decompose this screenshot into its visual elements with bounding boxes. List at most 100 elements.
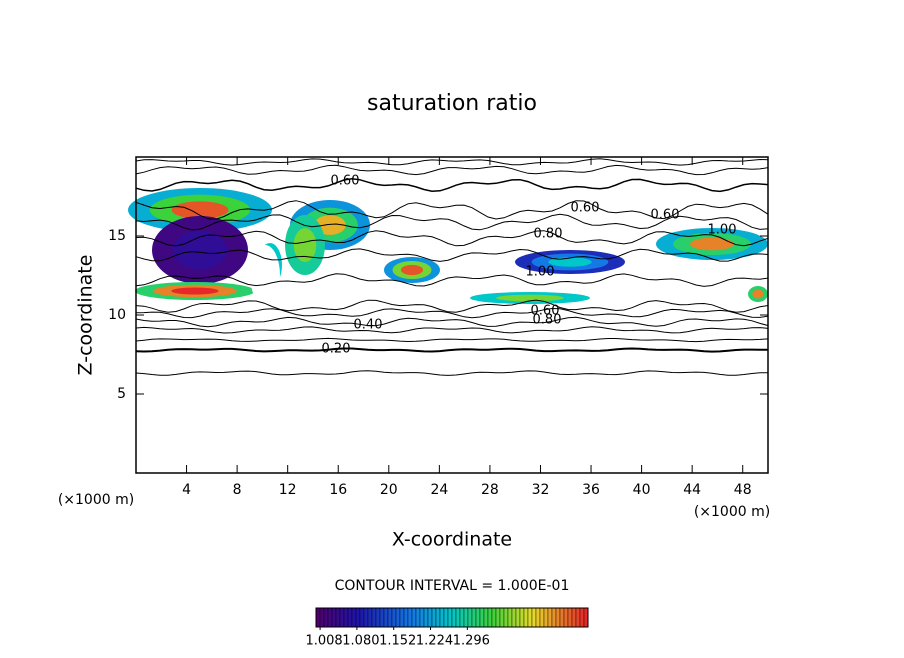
colorbar-cell [439,607,445,628]
x-axis-title: X-coordinate [392,529,512,551]
colorbar-cell [359,607,365,628]
shaded-region [400,264,424,276]
colorbar-cell [339,607,345,628]
colorbar-cell [523,607,529,628]
colorbar-cell [427,607,433,628]
colorbar-cell [363,607,369,628]
colorbar-cell [407,607,413,628]
contour-interval: CONTOUR INTERVAL = 1.000E-01 [335,578,570,594]
colorbar-cell [347,607,353,628]
colorbar-cell [499,607,505,628]
x-tick-label: 8 [233,482,242,498]
colorbar-cell [539,607,545,628]
colorbar-cell [507,607,513,628]
colorbar-tick-label: 1.296 [453,634,490,649]
colorbar-cell [391,607,397,628]
contour-line [135,273,769,287]
contour-line [135,158,769,166]
shaded-region [171,201,229,219]
shaded-region [171,287,219,295]
colorbar-cell [551,607,557,628]
colorbar-cell [319,607,325,628]
colorbar-cell [531,607,537,628]
x-tick-label: 12 [279,482,297,498]
x-tick-label: 28 [481,482,499,498]
colorbar-cell [579,607,585,628]
contour-line [135,337,769,343]
x-tick-label: 4 [182,482,191,498]
colorbar-cell [483,607,489,628]
colorbar-cell [383,607,389,628]
colorbar-cell [511,607,517,628]
colorbar-cell [435,607,441,628]
colorbar-cell [415,607,421,628]
contour-label: 0.60 [331,174,360,189]
contour-label: 1.00 [526,265,555,280]
contour-line [135,178,769,193]
colorbar-cell [455,607,461,628]
y-tick-label: 10 [108,307,126,323]
contour-label: 0.20 [322,342,351,357]
colorbar-frame [315,607,589,628]
colorbar-cell [567,607,573,628]
colorbar-cell [491,607,497,628]
colorbar-cell [543,607,549,628]
colorbar-tick-label: 1.080 [342,634,379,649]
colorbar-cell [463,607,469,628]
colorbar-cell [423,607,429,628]
colorbar-cell [399,607,405,628]
colorbar-cell [503,607,509,628]
chart-title: saturation ratio [367,91,537,116]
contour-label: 0.60 [651,208,680,223]
shaded-region [752,289,764,299]
colorbar-cell [475,607,481,628]
colorbar-cell [315,607,321,628]
colorbar-cell [371,607,377,628]
colorbar-cell [351,607,357,628]
y-tick-label: 5 [117,386,126,402]
colorbar-cell [575,607,581,628]
colorbar-cell [479,607,485,628]
contour-label: 1.00 [708,223,737,238]
y-tick-label: 15 [108,228,126,244]
x-tick-label: 48 [734,482,752,498]
colorbar-cell [563,607,569,628]
colorbar-cell [559,607,565,628]
contour-lines [135,158,769,376]
colorbar-cell [451,607,457,628]
colorbar-cell [487,607,493,628]
colorbar-cell [495,607,501,628]
colorbar-cell [459,607,465,628]
colorbar-cell [447,607,453,628]
colorbar-cell [387,607,393,628]
colorbar-cell [535,607,541,628]
contour-line [135,347,768,353]
contour-label: 0.60 [571,201,600,216]
contour-line [135,230,769,247]
colorbar-tick-label: 1.152 [379,634,416,649]
colorbar-cell [419,607,425,628]
colorbar-cell [527,607,533,628]
x-tick-label: 36 [582,482,600,498]
colorbar-cell [443,607,449,628]
colorbar-cell [343,607,349,628]
colorbar-cell [555,607,561,628]
colorbar-cell [355,607,361,628]
x-unit-label: (×1000 m) [694,504,770,520]
colorbar-cell [395,607,401,628]
x-tick-label: 40 [633,482,651,498]
shaded-region [496,294,564,302]
colorbar-cell [367,607,373,628]
colorbar-tick-label: 1.008 [305,634,342,649]
colorbar-cell [379,607,385,628]
colorbar-cell [547,607,553,628]
x-tick-label: 44 [683,482,701,498]
colorbar-cell [335,607,341,628]
colorbar-cell [571,607,577,628]
colorbar-cell [583,607,589,628]
colorbar-cell [431,607,437,628]
colorbar-cell [323,607,329,628]
x-tick-label: 20 [380,482,398,498]
contour-line [135,248,769,262]
